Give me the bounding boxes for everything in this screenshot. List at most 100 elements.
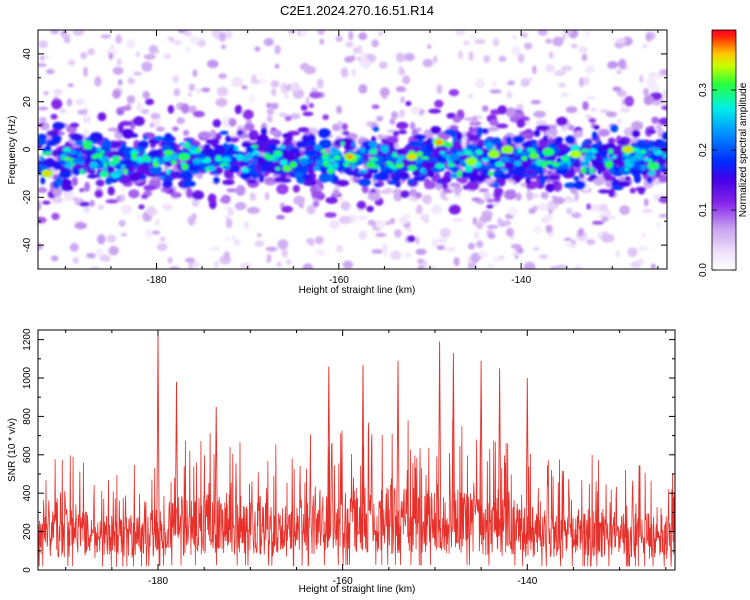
heatmap-cell xyxy=(357,170,364,174)
heatmap-halo xyxy=(247,206,260,214)
heatmap-speckle xyxy=(276,261,282,268)
heatmap-halo xyxy=(504,189,517,200)
heatmap-cell xyxy=(100,150,105,154)
heatmap-speckle xyxy=(517,247,524,254)
heatmap-speckle xyxy=(510,243,522,249)
heatmap-speckle xyxy=(533,225,543,234)
heatmap-speckle xyxy=(99,254,111,262)
heatmap-halo xyxy=(84,181,90,192)
heatmap-band xyxy=(531,142,538,149)
heatmap-speckle xyxy=(396,52,406,63)
heatmap-cell xyxy=(395,162,404,169)
heatmap-speckle xyxy=(167,38,172,43)
spectrogram-heatmap xyxy=(38,30,667,269)
heatmap-speckle xyxy=(108,52,114,60)
heatmap-cell xyxy=(278,145,286,149)
heatmap-halo xyxy=(79,201,90,207)
heatmap-speckle xyxy=(83,66,88,78)
heatmap-cell xyxy=(241,167,250,173)
heatmap-halo xyxy=(51,212,60,221)
heatmap-halo xyxy=(493,187,504,196)
heatmap-speckle xyxy=(378,61,388,69)
heatmap-band xyxy=(467,134,480,142)
heatmap-band xyxy=(616,180,631,187)
heatmap-speckle xyxy=(300,30,308,37)
heatmap-speckle xyxy=(540,191,549,200)
snr-x-axis: -180 -160 -140 xyxy=(65,330,667,587)
snr-peak xyxy=(451,352,456,533)
y-tick-label: 0 xyxy=(22,567,33,573)
heatmap-speckle xyxy=(433,55,438,64)
heatmap-speckle xyxy=(658,213,667,218)
heatmap-cell xyxy=(567,159,571,168)
heatmap-speckle xyxy=(185,46,192,54)
heatmap-band xyxy=(363,172,373,180)
heatmap-band xyxy=(481,128,489,134)
heatmap-cell xyxy=(381,146,389,154)
snr-peak xyxy=(327,366,331,535)
heatmap-band xyxy=(46,141,57,147)
heatmap-band xyxy=(554,136,564,144)
heatmap-speckle xyxy=(159,236,166,242)
heatmap-band xyxy=(138,140,149,148)
heatmap-speckle xyxy=(314,249,327,256)
heatmap-speckle xyxy=(437,237,448,244)
heatmap-speckle xyxy=(266,108,275,115)
heatmap-speckle xyxy=(480,214,492,222)
heatmap-cell xyxy=(79,168,85,175)
heatmap-cell xyxy=(435,163,445,169)
heatmap-cell xyxy=(246,152,254,160)
heatmap-speckle xyxy=(217,86,228,97)
heatmap-halo xyxy=(292,184,300,193)
heatmap-halo xyxy=(183,129,190,136)
heatmap-band xyxy=(440,176,451,184)
heatmap-speckle xyxy=(97,234,106,245)
heatmap-speckle xyxy=(223,30,233,40)
heatmap-band xyxy=(301,134,310,143)
heatmap-band xyxy=(423,161,437,169)
heatmap-band xyxy=(476,126,483,136)
heatmap-speckle xyxy=(379,87,390,97)
heatmap-cell xyxy=(170,160,177,165)
heatmap-band xyxy=(60,172,73,178)
heatmap-speckle xyxy=(342,260,354,269)
heatmap-peak xyxy=(346,154,353,159)
heatmap-speckle xyxy=(532,65,537,75)
heatmap-halo xyxy=(149,142,156,148)
heatmap-cell xyxy=(94,152,103,158)
heatmap-band xyxy=(52,160,63,171)
heatmap-cell xyxy=(39,156,44,161)
heatmap-halo xyxy=(201,87,211,93)
heatmap-halo xyxy=(612,86,622,92)
heatmap-band xyxy=(573,175,580,182)
heatmap-band xyxy=(225,135,232,143)
heatmap-speckle xyxy=(659,69,667,76)
heatmap-speckle xyxy=(390,250,402,261)
heatmap-speckle xyxy=(506,90,513,99)
heatmap-halo xyxy=(392,130,399,137)
heatmap-speckle xyxy=(251,74,257,81)
heatmap-speckle xyxy=(371,249,384,254)
heatmap-halo xyxy=(486,198,495,203)
heatmap-halo xyxy=(545,129,558,135)
heatmap-speckle xyxy=(83,205,91,214)
heatmap-speckle xyxy=(259,79,267,85)
heatmap-speckle xyxy=(44,54,50,59)
heatmap-cell xyxy=(416,151,423,157)
heatmap-halo xyxy=(533,110,546,118)
heatmap-cell xyxy=(443,142,453,148)
heatmap-band xyxy=(55,176,63,187)
heatmap-halo xyxy=(309,91,323,99)
heatmap-speckle xyxy=(462,131,468,140)
heatmap-speckle xyxy=(141,61,153,72)
heatmap-band xyxy=(212,176,220,185)
heatmap-band xyxy=(214,144,226,155)
heatmap-band xyxy=(52,122,66,130)
x-tick-label: -180 xyxy=(146,275,166,286)
heatmap-speckle xyxy=(533,246,540,251)
heatmap-speckle xyxy=(383,187,393,194)
heatmap-speckle xyxy=(64,191,75,202)
heatmap-cell xyxy=(205,166,210,172)
heatmap-band xyxy=(129,172,141,182)
heatmap-cell xyxy=(324,152,329,158)
